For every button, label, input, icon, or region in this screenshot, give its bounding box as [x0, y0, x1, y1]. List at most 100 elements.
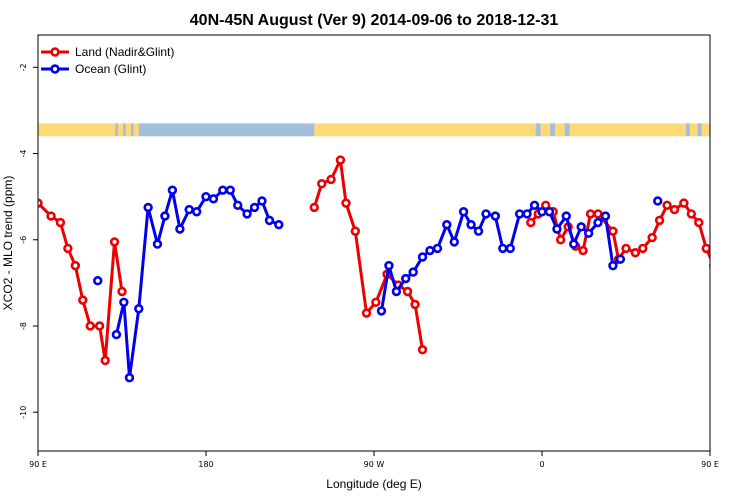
ocean-data-point [442, 219, 452, 230]
land-data-point [341, 198, 351, 208]
legend-ocean-label: Ocean (Glint) [75, 62, 146, 76]
ocean-data-point [184, 204, 194, 215]
band-segment-mixed [128, 123, 132, 137]
ocean-data-point [576, 222, 586, 232]
band-segment-mixed [701, 123, 707, 137]
band-segment-land [38, 123, 114, 137]
x-axis-label: Longitude (deg E) [326, 477, 421, 491]
ocean-data-point [257, 196, 267, 206]
land-data-point [585, 209, 596, 219]
land-data-point [709, 262, 710, 269]
ocean-data-point [134, 304, 144, 314]
ocean-data-point [537, 207, 547, 217]
y-tick-label: -2 [19, 63, 28, 71]
land-data-point [109, 237, 120, 247]
band-segment-mixed [713, 123, 717, 136]
land-data-point [647, 232, 657, 243]
ocean-data-point [552, 224, 562, 234]
ocean-data-point [208, 194, 219, 204]
band-segment-mixed [133, 123, 137, 137]
ocean-data-point [466, 219, 476, 230]
ocean-data-point [376, 306, 387, 316]
ocean-data-point [593, 217, 603, 228]
ocean-data-point [391, 286, 402, 297]
ocean-data-point [233, 200, 243, 210]
band-segment-mixed [130, 123, 135, 137]
band-segment-mixed [559, 123, 566, 137]
land-data-point [662, 200, 672, 210]
land-data-point [526, 217, 536, 228]
ocean-data-point [615, 254, 626, 264]
ocean-data-point [583, 228, 594, 239]
land-data-point [85, 321, 95, 331]
ocean-data-point [449, 237, 459, 247]
ocean-data-point [249, 202, 260, 213]
ocean-data-point [160, 211, 170, 221]
land-data-point [735, 323, 742, 330]
ocean-data-point [432, 243, 443, 254]
x-tick-label: 90 E [29, 460, 47, 469]
ocean-data-point [242, 209, 252, 219]
ocean-data-point [561, 211, 571, 221]
ocean-data-point [264, 215, 275, 226]
band-segment-land [314, 123, 532, 137]
series-layer [38, 155, 747, 383]
land-data-point [541, 200, 551, 210]
legend-land-label: Land (Nadir&Glint) [75, 45, 174, 59]
land-data-point [117, 286, 127, 297]
band-segment-mixed [705, 123, 710, 137]
land-data-point [361, 308, 372, 318]
ocean-data-point [458, 207, 469, 217]
ocean-data-point [201, 191, 211, 202]
land-data-point [410, 299, 420, 310]
x-tick-label: 0 [539, 460, 544, 469]
land-data-point [555, 235, 566, 245]
land-data-point [578, 245, 588, 256]
ocean-data-point [529, 200, 540, 210]
land-data-point [371, 297, 381, 307]
ocean-data-point [544, 207, 555, 217]
band-segment-mixed [682, 123, 687, 137]
ocean-data-point [152, 239, 163, 249]
ocean-data-point [417, 252, 428, 262]
band-segment-mixed [569, 123, 575, 137]
ocean-series-line [114, 188, 280, 380]
band-segment-mixed [574, 123, 580, 137]
y-tick-label: -10 [19, 406, 28, 419]
band-segment-land [603, 123, 683, 137]
ocean-data-point [225, 185, 235, 195]
band-segment-ocean [721, 123, 750, 136]
land-data-point [317, 179, 327, 189]
land-data-point [94, 321, 105, 331]
band-segment-mixed [125, 123, 129, 137]
land-data-point [694, 217, 704, 228]
x-tick-label: 90 W [364, 460, 385, 469]
band-segment-mixed [123, 123, 127, 137]
land-data-point [725, 323, 732, 330]
x-tick-label: 180 [198, 460, 213, 469]
band-segment-mixed [550, 123, 556, 137]
band-segment-mixed [136, 123, 140, 137]
land-data-point [679, 198, 689, 208]
band-segment-mixed [693, 123, 699, 137]
ocean-data-point [600, 211, 611, 221]
band-segment-mixed [564, 123, 571, 137]
band-segment-mixed [545, 123, 551, 137]
ocean-data-point [653, 196, 663, 206]
land-data-point [593, 209, 603, 219]
band-segment-mixed [120, 123, 124, 137]
legend-ocean-marker [50, 64, 60, 74]
land-data-point [718, 297, 725, 304]
band-segment-mixed [535, 123, 542, 137]
ocean-data-point [425, 245, 435, 256]
ocean-data-point [191, 207, 202, 217]
land-data-point [350, 226, 361, 236]
land-data-point [335, 155, 346, 165]
ocean-data-point [119, 297, 129, 307]
ocean-data-point [175, 224, 185, 234]
ocean-data-point [274, 219, 284, 230]
ocean-data-point [608, 260, 618, 271]
land-data-point [608, 226, 618, 236]
land-data-point [740, 357, 747, 364]
